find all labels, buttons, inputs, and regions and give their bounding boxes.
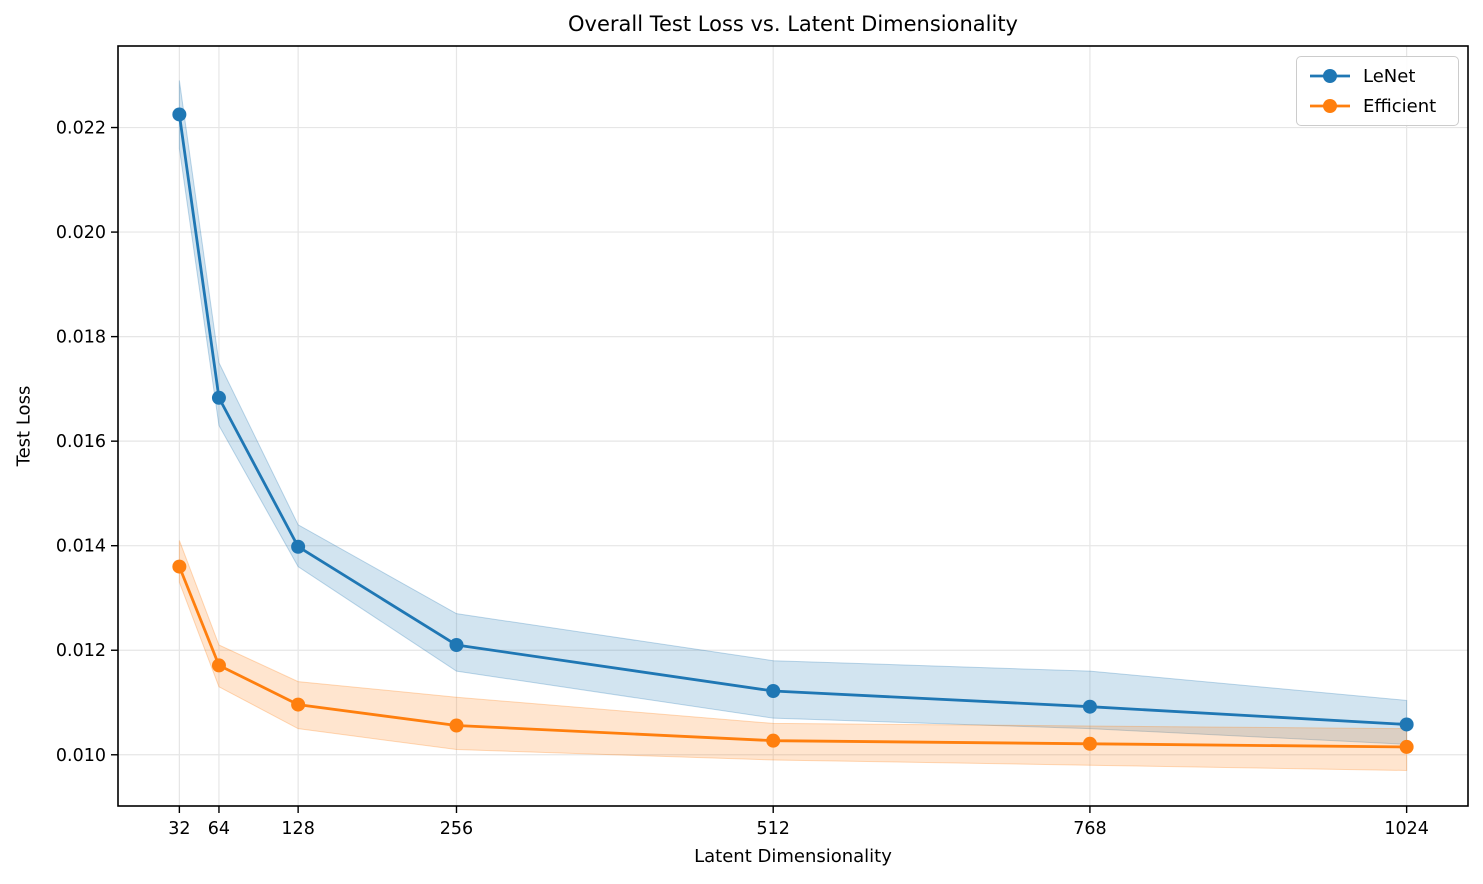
- x-tick-label: 256: [440, 819, 473, 839]
- legend-item-efficient: Efficient: [1307, 94, 1448, 118]
- efficient-data-point: [1082, 736, 1097, 751]
- axes-border: [117, 45, 1469, 807]
- y-axis-label: Test Loss: [13, 385, 35, 467]
- efficient-uncertainty-band: [178, 540, 1408, 771]
- efficient-data-point: [172, 559, 187, 574]
- efficient-data-point: [211, 658, 226, 673]
- x-tick-label: 1024: [1384, 819, 1429, 839]
- y-tick-label: 0.010: [56, 746, 106, 766]
- efficient-data-point: [1399, 739, 1414, 754]
- x-tick-label: 768: [1073, 819, 1106, 839]
- lenet-uncertainty-band: [178, 80, 1408, 745]
- y-tick-label: 0.018: [56, 328, 106, 348]
- lenet-line: [177, 114, 1407, 726]
- x-axis-label: Latent Dimensionality: [694, 846, 892, 867]
- x-tick-label: 512: [757, 819, 790, 839]
- y-tick-label: 0.022: [56, 119, 106, 139]
- chart-title: Overall Test Loss vs. Latent Dimensional…: [568, 12, 1018, 36]
- y-tick-label: 0.012: [56, 641, 106, 661]
- lenet-line-sample-icon: [1310, 69, 1350, 83]
- lenet-data-point: [172, 107, 187, 122]
- efficient-data-point: [766, 733, 781, 748]
- x-tick-label: 128: [281, 819, 314, 839]
- efficient-data-point: [291, 697, 306, 712]
- lenet-data-point: [449, 638, 464, 653]
- lenet-data-point: [291, 539, 306, 554]
- legend-item-lenet: LeNet: [1307, 64, 1448, 88]
- legend-label-efficient: Efficient: [1363, 95, 1437, 117]
- legend-label-lenet: LeNet: [1363, 65, 1416, 87]
- x-tick-label: 64: [208, 819, 230, 839]
- y-tick-label: 0.016: [56, 432, 106, 452]
- x-tick-label: 32: [168, 819, 190, 839]
- lenet-data-point: [1082, 699, 1097, 714]
- y-tick-label: 0.020: [56, 223, 106, 243]
- lenet-data-point: [766, 684, 781, 699]
- legend: LeNet Efficient: [1296, 56, 1459, 126]
- efficient-data-point: [449, 718, 464, 733]
- lenet-data-point: [1399, 717, 1414, 732]
- lenet-data-point: [211, 390, 226, 405]
- efficient-line-sample-icon: [1310, 99, 1350, 113]
- y-tick-label: 0.014: [56, 537, 106, 557]
